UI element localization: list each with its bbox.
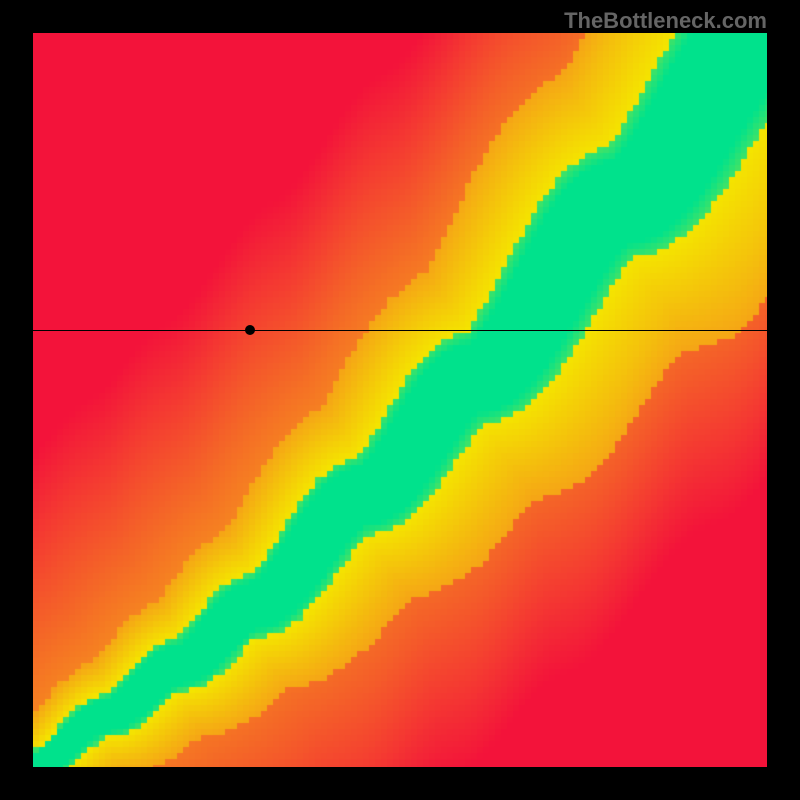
crosshair-marker [245,325,255,335]
crosshair-horizontal [33,330,767,331]
heatmap-plot [33,33,767,767]
watermark-text: TheBottleneck.com [564,8,767,34]
heatmap-canvas [33,33,767,767]
